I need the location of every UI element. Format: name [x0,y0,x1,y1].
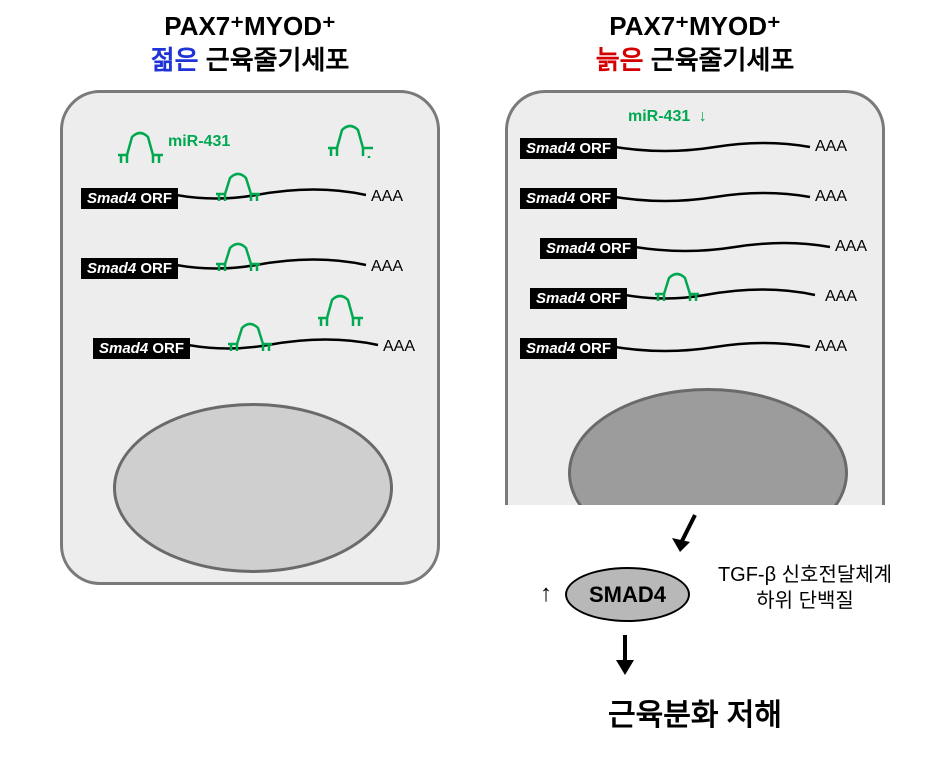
smad4-protein-label: SMAD4 [589,582,666,608]
tgf-line1: TGF-β 신호전달체계 [700,562,910,588]
aaa-label: AAA [383,338,415,356]
mrna-line [635,237,865,257]
mrna-row: Smad4 ORF AAA [540,238,637,259]
orf-box: Smad4 ORF [530,288,627,309]
old-label: 늙은 [596,45,644,75]
young-label: 젊은 [151,45,199,75]
mrna-line [615,337,845,357]
mrna-line-with-mir [625,270,855,304]
up-arrow-icon: ↑ [540,580,552,608]
aaa-label: AAA [835,238,867,256]
orf-box: Smad4 ORF [520,188,617,209]
aaa-label: AAA [815,138,847,156]
right-panel-title: PAX7⁺MYOD⁺ 늙은 근육줄기세포 [505,10,885,78]
aaa-label: AAA [371,258,403,276]
mrna-line [615,137,845,157]
aaa-label: AAA [371,188,403,206]
aaa-label: AAA [815,338,847,356]
mir-label-right-group: miR-431 ↓ [628,108,707,126]
marker-text-right: PAX7⁺MYOD⁺ [505,10,885,44]
mir-icon [113,125,168,165]
outcome-text: 근육분화 저해 [505,690,885,734]
mir-label-right: miR-431 [628,108,690,125]
cell-type-right: 근육줄기세포 [644,45,795,75]
left-panel-title: PAX7⁺MYOD⁺ 젊은 근육줄기세포 [60,10,440,78]
tgf-line2: 하위 단백질 [700,588,910,614]
mir-icon [323,118,378,158]
mrna-row: Smad4 ORF AAA [520,338,617,359]
mrna-row: Smad4 ORF AAA [93,338,190,359]
orf-box: Smad4 ORF [540,238,637,259]
arrow-down-icon [610,630,640,680]
orf-box: Smad4 ORF [93,338,190,359]
marker-text-left: PAX7⁺MYOD⁺ [60,10,440,44]
orf-box: Smad4 ORF [81,258,178,279]
nucleus-young [113,403,393,573]
aaa-label: AAA [815,188,847,206]
aaa-label: AAA [825,288,857,306]
mrna-line [615,187,845,207]
orf-box: Smad4 ORF [520,338,617,359]
mrna-row: Smad4 ORF AAA [530,288,627,309]
old-cell: miR-431 ↓ Smad4 ORF AAA Smad4 ORF AAA Sm… [505,90,885,505]
orf-box: Smad4 ORF [520,138,617,159]
arrow-down-icon [660,510,710,560]
smad4-protein-oval: SMAD4 [565,567,690,622]
mrna-row: Smad4 ORF AAA [81,258,178,279]
nucleus-old [568,388,848,505]
young-cell: miR-431 Smad4 ORF AAA Sma [60,90,440,585]
mir-label-left: miR-431 [168,133,230,151]
mrna-row: Smad4 ORF AAA [520,138,617,159]
tgf-text: TGF-β 신호전달체계 하위 단백질 [700,562,910,614]
orf-box: Smad4 ORF [81,188,178,209]
mrna-row: Smad4 ORF AAA [520,188,617,209]
cell-type-left: 근육줄기세포 [199,45,350,75]
mir-down-arrow-icon: ↓ [699,108,707,125]
mrna-row: Smad4 ORF AAA [81,188,178,209]
